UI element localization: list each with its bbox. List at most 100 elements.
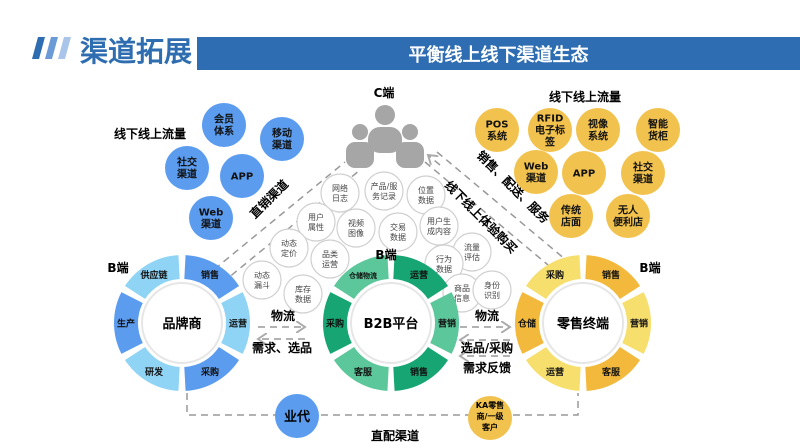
ring-segment (333, 255, 389, 300)
left-traffic-bubble-label: 社交 (176, 156, 197, 169)
ring-center-label: B2B平台 (364, 316, 419, 332)
data-bubble-label: 数据 (436, 264, 452, 274)
ring-segment (221, 292, 250, 354)
data-bubble-label: 评估 (464, 252, 480, 262)
data-bubble-label: 属性 (308, 222, 324, 232)
left-traffic-bubble-label: 会员 (214, 113, 234, 126)
data-bubble-label: 流量 (464, 242, 480, 252)
flow-demand-feedback: 需求反馈 (463, 360, 511, 375)
data-bubble-label: 库存 (295, 284, 311, 294)
data-bubble-label: 身份 (484, 280, 500, 290)
ring-segment (124, 346, 180, 391)
right-traffic-bubble-label: 渠道 (525, 172, 546, 185)
ring-segment (393, 255, 449, 300)
data-bubble-label: 产品/服 (371, 181, 398, 191)
data-bubble-label: 数据 (295, 294, 311, 304)
data-bubble-label: 商品 (454, 283, 470, 293)
left-traffic-bubble-label: 渠道 (176, 168, 197, 181)
ring-segment-label: 采购 (545, 269, 564, 281)
flow-selection-purchase: 选品/采购 (461, 340, 513, 355)
right-traffic-bubble-label: APP (573, 169, 595, 180)
ka-retailer-node (468, 396, 512, 440)
ring-segment-label: 运营 (229, 318, 247, 330)
ring-segment (525, 255, 581, 300)
ring-segment (585, 346, 641, 391)
right-traffic-bubble-label: POS (485, 120, 508, 131)
left-traffic-bubble-label: Web (199, 208, 224, 219)
title-slashes-icon (32, 37, 71, 59)
right-traffic-bubble-label: 系统 (588, 130, 608, 143)
flow-logistics-left: 物流 (271, 308, 295, 323)
ring-center-label: 品牌商 (162, 316, 201, 332)
ring-segment-label: 客服 (601, 366, 621, 378)
ring-segment-label: 仓储 (517, 318, 536, 330)
users-icon (346, 105, 424, 168)
left-traffic-bubble-label: 渠道 (200, 218, 221, 231)
data-bubble-label: 数据 (418, 195, 434, 205)
data-bubble-label: 行为 (436, 254, 452, 264)
ring-segment-label: 供应链 (139, 269, 168, 281)
right-traffic-bubble-label: 视像 (588, 118, 609, 131)
agent-node (275, 394, 319, 438)
data-bubble-label: 务记录 (372, 191, 396, 201)
ka-line-3: 客户 (481, 422, 498, 432)
ring-segment (322, 292, 352, 354)
flow-logistics-right: 物流 (475, 308, 499, 323)
right-traffic-bubble-label: 系统 (487, 130, 507, 143)
banner-title: 平衡线上线下渠道生态 (197, 37, 800, 70)
direct-distribution-label: 直配渠道 (371, 428, 419, 443)
left-traffic-bubble: APP (220, 154, 264, 198)
b-end-label: B端 (107, 260, 128, 275)
data-bubble-label: 识别 (484, 291, 500, 300)
data-bubble-label: 视频 (348, 218, 364, 228)
ring-segment-label: 研发 (145, 366, 164, 378)
ring-segment (113, 292, 143, 354)
ka-line-2: 商/一级 (477, 411, 505, 421)
right-traffic-label: 线下线上流量 (549, 89, 621, 104)
right-traffic-bubble-label: 签 (544, 136, 556, 149)
data-bubble-label: 运营 (322, 259, 338, 269)
ring-segment (333, 346, 389, 391)
data-bubble-label: 漏斗 (254, 280, 270, 290)
left-traffic-label: 线下线上流量 (114, 126, 186, 141)
ring-segment-label: 销售 (201, 269, 219, 281)
ring-segment-label: 生产 (117, 318, 135, 330)
left-traffic-bubble-label: 渠道 (271, 139, 292, 152)
data-bubble-label: 动态 (281, 238, 297, 248)
data-bubble-label: 网络 (332, 183, 348, 193)
data-bubble-label: 日志 (332, 193, 348, 203)
right-traffic-bubble: APP (562, 151, 606, 195)
ring-segment-label: 采购 (200, 366, 219, 378)
data-bubble-label: 成内容 (427, 226, 451, 236)
ring-segment-label: 营销 (630, 318, 648, 330)
ring-segment-label: 运营 (546, 366, 564, 378)
ring-segment (184, 255, 240, 300)
ring-segment (515, 292, 544, 354)
left-traffic-bubble-label: 移动 (272, 127, 292, 140)
ring-segment (124, 255, 180, 300)
c-end-label: C端 (374, 85, 395, 100)
left-traffic-bubble-label: 体系 (214, 125, 234, 138)
right-traffic-bubble-label: 便利店 (613, 216, 643, 229)
data-bubble-label: 位置 (418, 185, 434, 195)
right-traffic-bubble-label: 货柜 (648, 130, 668, 143)
ring-segment-label: 销售 (410, 366, 428, 378)
data-bubble-label: 用户生 (427, 216, 451, 226)
data-bubble-label: 交易 (390, 222, 406, 232)
data-bubble-label: 图像 (348, 228, 364, 238)
data-bubble-label: 数据 (390, 232, 406, 242)
right-traffic-bubble-label: 电子标 (535, 124, 565, 137)
